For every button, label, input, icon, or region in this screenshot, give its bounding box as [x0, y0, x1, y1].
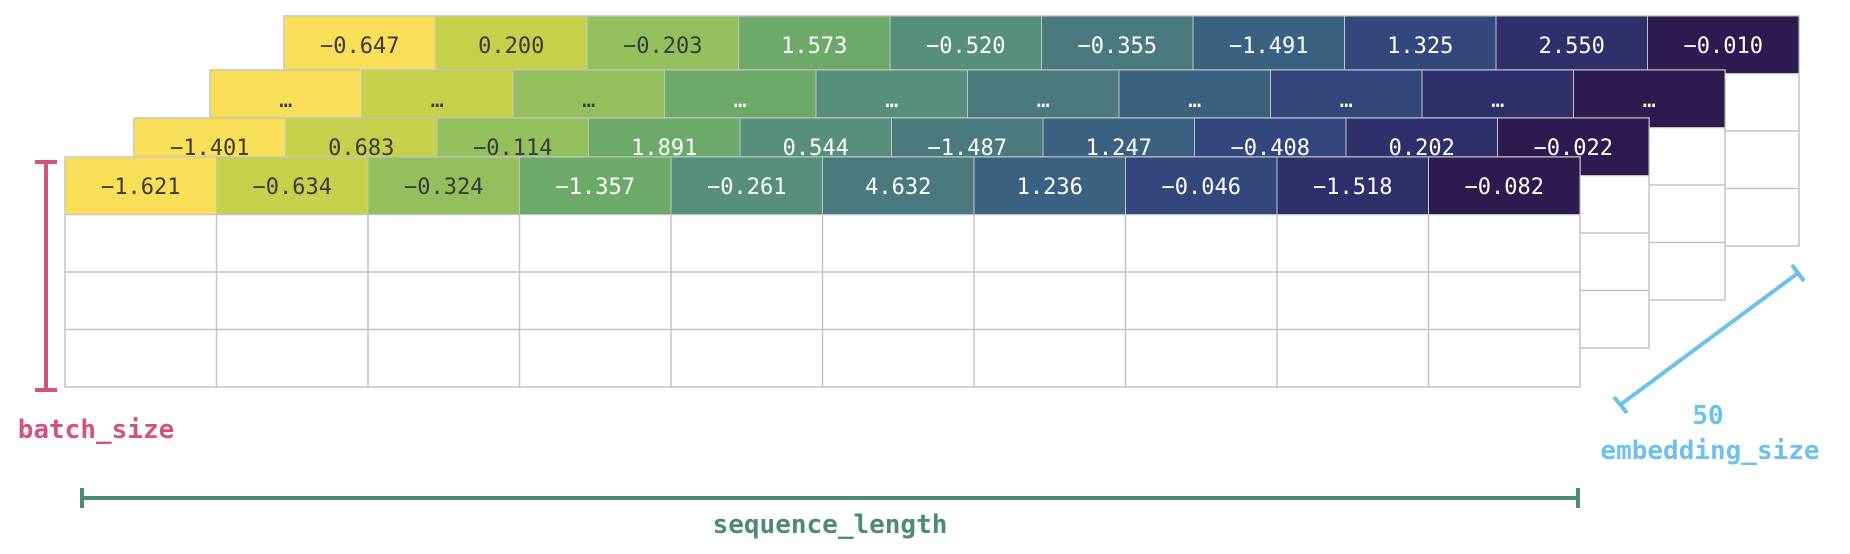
embedding-size-count: 50: [1692, 401, 1723, 431]
batch-size-bracket: [35, 160, 57, 392]
value-cell-text: …: [734, 88, 747, 113]
value-cell: [519, 156, 672, 215]
value-cell: [1192, 15, 1345, 74]
value-cell-text: −0.010: [1684, 34, 1763, 59]
embedding-size-bracket-end: [1790, 263, 1806, 283]
value-cell-text: −0.203: [623, 34, 702, 59]
value-cell-text: …: [279, 88, 292, 113]
value-cell: [64, 156, 217, 215]
value-cell-text: −1.357: [556, 175, 635, 200]
value-cell-text: 0.200: [478, 34, 544, 59]
value-cell: [1647, 15, 1800, 74]
value-cell-text: −0.647: [320, 34, 399, 59]
embedding-size-bracket-start: [1612, 395, 1629, 415]
value-cell-text: −0.082: [1465, 175, 1544, 200]
value-cell: [822, 156, 975, 215]
value-cell-text: 2.550: [1539, 34, 1605, 59]
value-cell: [1125, 156, 1278, 215]
value-cell-text: 1.325: [1387, 34, 1453, 59]
value-cell-text: −0.634: [253, 175, 332, 200]
value-cell: [973, 156, 1126, 215]
value-cell-text: …: [1037, 88, 1050, 113]
value-cell-text: −1.518: [1313, 175, 1392, 200]
value-cell-text: …: [431, 88, 444, 113]
value-cell: [889, 15, 1042, 74]
embedding-size-label: embedding_size: [1600, 436, 1819, 466]
embedding-size-bracket-line: [1618, 271, 1800, 407]
value-cell-text: …: [1491, 88, 1504, 113]
value-cell-text: −0.046: [1162, 175, 1241, 200]
sequence-length-bracket: [80, 488, 1580, 508]
value-cell: [283, 15, 436, 74]
value-cell-text: …: [1188, 88, 1201, 113]
tensor-layers: −0.647 0.200 −0.203 1.573 −0.520 −0.355 −1.491…: [64, 15, 1800, 388]
value-cell: [1276, 156, 1429, 215]
value-cell: [586, 15, 739, 74]
value-cell-text: −0.520: [926, 34, 1005, 59]
embedding-size-bracket: [1612, 263, 1806, 415]
value-cell-text: −1.491: [1229, 34, 1308, 59]
value-cell: [738, 15, 891, 74]
value-cell: [1495, 15, 1648, 74]
value-cell-text: 1.573: [781, 34, 847, 59]
value-cell-text: …: [1340, 88, 1353, 113]
value-cell-text: …: [1643, 88, 1656, 113]
value-cell-text: …: [582, 88, 595, 113]
batch-size-label: batch_size: [18, 415, 175, 445]
value-cell: [1344, 15, 1497, 74]
layer-1: −1.621 −0.634 −0.324 −1.357 −0.261 4.632 1.236…: [64, 156, 1581, 388]
value-cell-text: −0.261: [707, 175, 786, 200]
value-cell: [1041, 15, 1194, 74]
value-cell: [1428, 156, 1581, 215]
value-cell-text: −0.355: [1078, 34, 1157, 59]
value-cell: [367, 156, 520, 215]
value-cell-text: …: [885, 88, 898, 113]
value-cell-text: 4.632: [865, 175, 931, 200]
value-cell-text: −1.621: [101, 175, 180, 200]
value-cell-text: −0.324: [404, 175, 483, 200]
value-cell-text: 1.236: [1017, 175, 1083, 200]
value-cell: [435, 15, 588, 74]
sequence-length-label: sequence_length: [713, 510, 948, 540]
value-cell: [670, 156, 823, 215]
